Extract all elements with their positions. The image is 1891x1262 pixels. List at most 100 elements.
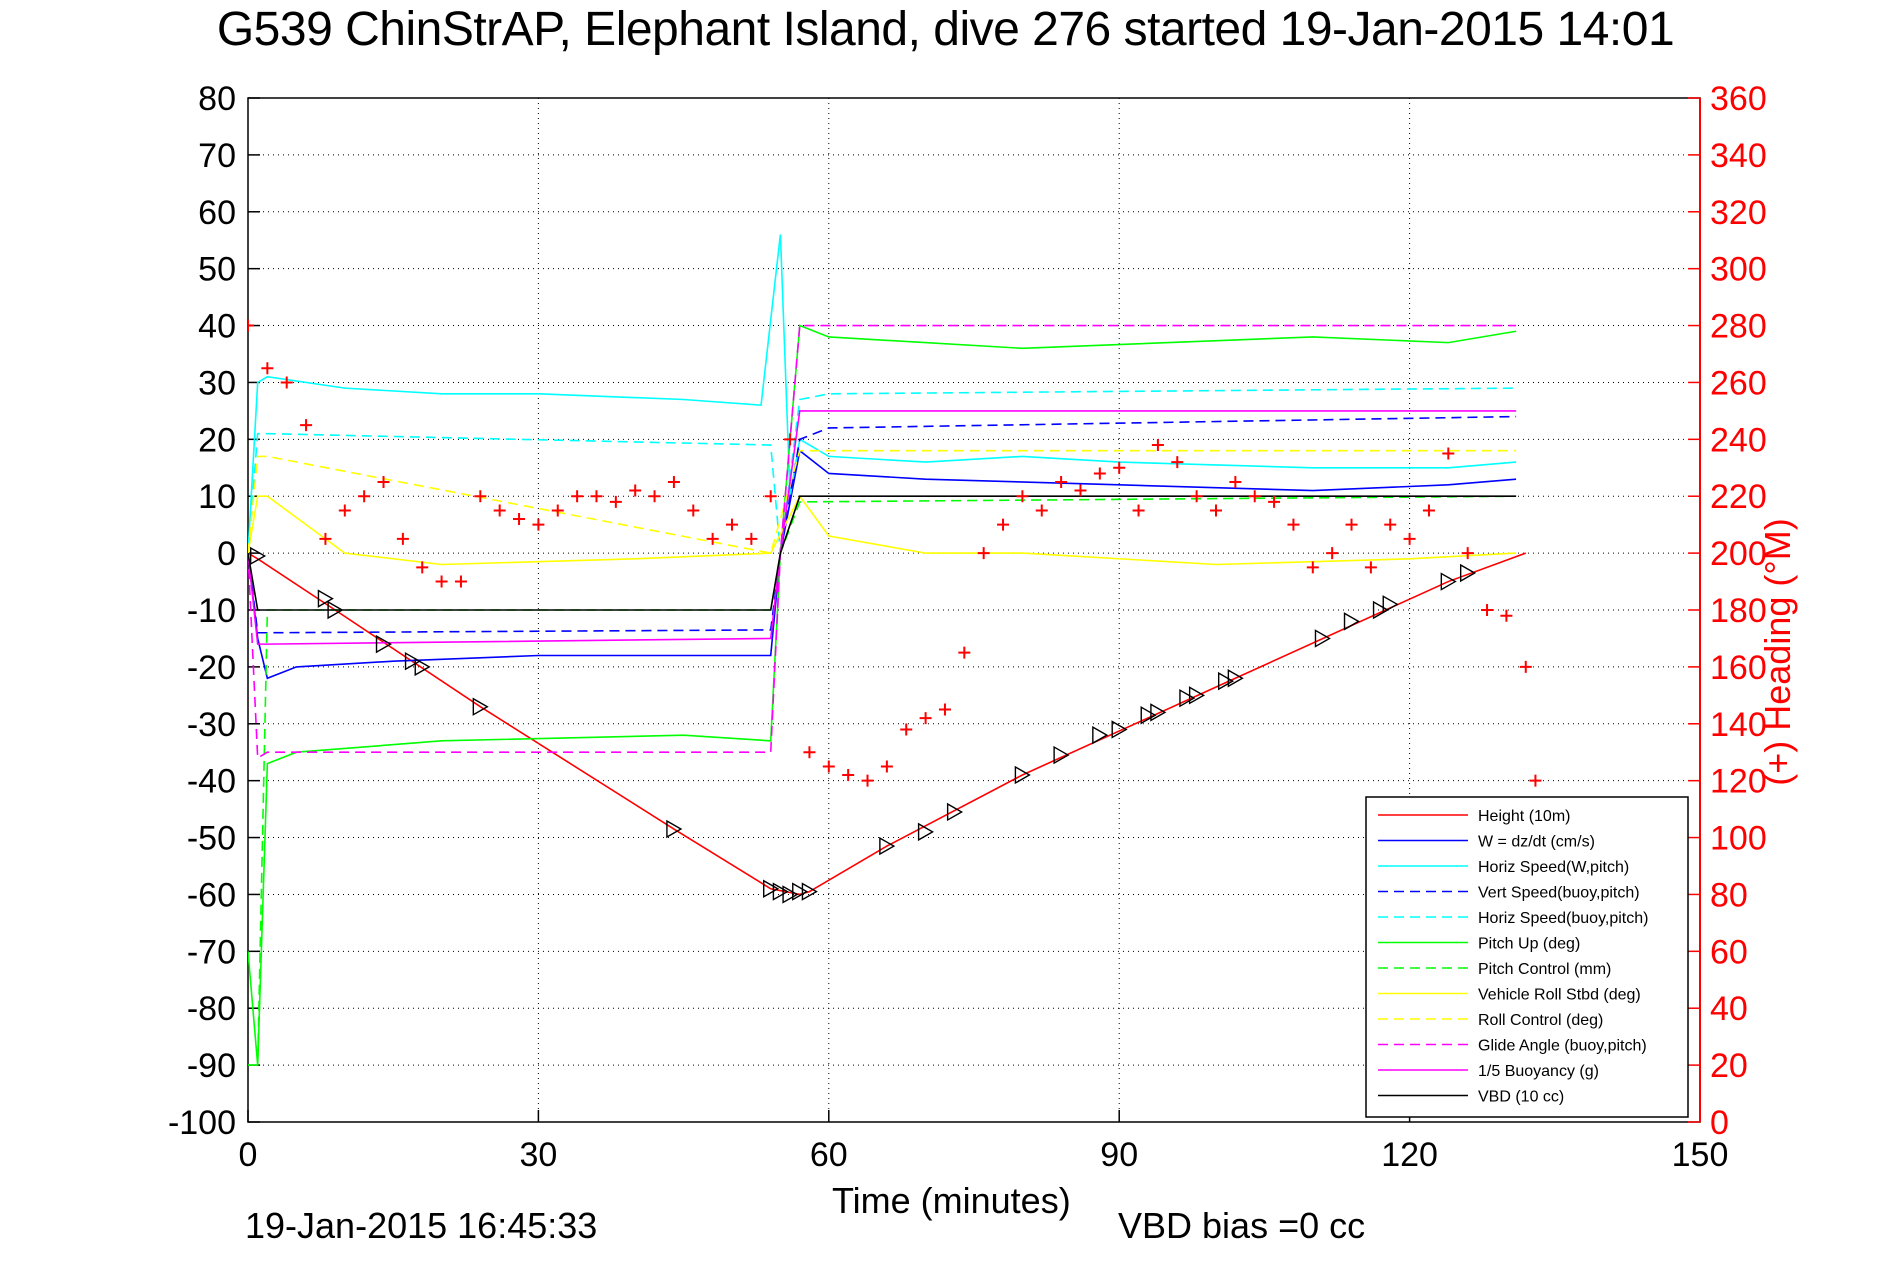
dive-marker: [792, 882, 809, 901]
heading-point: [338, 504, 351, 517]
chart-title: G539 ChinStrAP, Elephant Island, dive 27…: [216, 3, 1675, 56]
y-tick-label: -100: [168, 1104, 236, 1142]
right-y-tick-label: 320: [1710, 194, 1767, 232]
heading-point: [319, 532, 332, 545]
series-line: [248, 234, 1517, 554]
right-y-tick-label: 100: [1710, 820, 1767, 858]
heading-point: [1364, 561, 1377, 574]
legend-entry: Horiz Speed(buoy,pitch): [1478, 910, 1648, 927]
heading-point: [513, 512, 526, 525]
heading-point: [687, 504, 700, 517]
y-tick-label: -70: [187, 933, 236, 971]
x-tick-label: 120: [1381, 1136, 1438, 1174]
right-y-tick-label: 160: [1710, 649, 1767, 687]
heading-point: [629, 484, 642, 497]
dive-marker: [1217, 671, 1235, 691]
heading-point: [958, 646, 971, 659]
heading-point: [919, 712, 932, 725]
dive-marker: [327, 600, 344, 620]
heading-point: [532, 518, 545, 531]
legend-entry: Roll Control (deg): [1478, 1012, 1603, 1029]
dive-marker: [1440, 572, 1457, 591]
heading-point: [377, 476, 390, 488]
dive-marker: [1179, 688, 1196, 708]
y-tick-label: 10: [198, 478, 236, 516]
heading-point: [551, 504, 564, 517]
heading-point: [248, 319, 254, 332]
right-y-tick-label: 360: [1710, 80, 1767, 118]
legend-entry: Pitch Up (deg): [1478, 936, 1580, 953]
y-tick-label: -30: [187, 706, 236, 744]
heading-point: [609, 495, 622, 508]
y-tick-label: -10: [187, 592, 236, 630]
heading-point: [803, 746, 816, 759]
heading-point: [822, 760, 835, 773]
y-tick-label: -80: [187, 990, 236, 1028]
dive-marker: [1343, 612, 1360, 631]
heading-point: [1481, 604, 1494, 616]
dive-marker: [772, 882, 789, 901]
heading-point: [1519, 660, 1532, 673]
right-y-tick-label: 200: [1710, 535, 1767, 573]
dive-marker: [879, 836, 896, 856]
x-tick-label: 0: [239, 1136, 258, 1174]
x-tick-label: 30: [519, 1136, 557, 1174]
legend-entry: Pitch Control (mm): [1478, 961, 1611, 978]
heading-point: [493, 504, 506, 517]
series-group: [248, 234, 1542, 1066]
heading-point: [1422, 504, 1435, 517]
dive-marker: [414, 657, 431, 677]
y-tick-label: 40: [198, 308, 236, 346]
heading-point: [1268, 495, 1281, 508]
series-line: [248, 449, 1517, 680]
y-tick-label: 60: [198, 194, 236, 232]
heading-point: [900, 723, 913, 736]
dive-marker: [666, 819, 683, 839]
heading-point: [667, 476, 680, 488]
legend-entry: Height (10m): [1478, 808, 1570, 825]
dive-marker: [1014, 765, 1031, 785]
heading-point: [1326, 547, 1339, 560]
heading-point: [1151, 439, 1164, 452]
y-tick-label: -50: [187, 820, 236, 858]
heading-point: [764, 490, 777, 503]
heading-point: [1171, 456, 1184, 469]
heading-point: [300, 419, 313, 432]
series-line: [248, 387, 1517, 554]
legend-entry: VBD (10 cc): [1478, 1089, 1564, 1106]
heading-point: [745, 532, 758, 545]
legend-entry: W = dz/dt (cm/s): [1478, 834, 1595, 851]
dive-marker: [1459, 563, 1477, 583]
right-y-tick-label: 340: [1710, 137, 1767, 175]
heading-point: [1384, 518, 1397, 531]
right-y-tick-label: 0: [1710, 1104, 1729, 1142]
y-tick-label: 80: [198, 80, 236, 118]
series-line: [248, 494, 1517, 566]
legend-entry: Vert Speed(buoy,pitch): [1478, 885, 1640, 902]
legend-entry: Vehicle Roll Stbd (deg): [1478, 987, 1641, 1004]
dive-marker: [1140, 706, 1157, 725]
heading-point: [861, 774, 874, 787]
right-y-tick-label: 80: [1710, 876, 1748, 914]
heading-point: [474, 490, 487, 503]
heading-point: [1248, 490, 1261, 503]
heading-point: [261, 362, 274, 375]
dive-marker: [801, 882, 818, 901]
right-y-tick-label: 180: [1710, 592, 1767, 630]
vbd-bias-note: VBD bias =0 cc: [1118, 1205, 1366, 1246]
right-y-tick-label: 240: [1710, 421, 1767, 459]
dive-marker: [1053, 745, 1070, 765]
dive-marker: [1227, 669, 1244, 688]
right-y-tick-label: 300: [1710, 251, 1767, 289]
dive-marker: [1382, 595, 1399, 614]
series-line: [248, 495, 1517, 611]
dive-marker: [404, 651, 421, 671]
heading-point: [435, 575, 448, 588]
heading-point: [1035, 504, 1048, 517]
heading-point: [997, 518, 1010, 531]
y-tick-label: -20: [187, 649, 236, 687]
right-y-tick-label: 120: [1710, 763, 1767, 801]
dive-marker: [763, 879, 780, 898]
y-tick-label: -40: [187, 763, 236, 801]
dive-marker: [1092, 725, 1109, 745]
